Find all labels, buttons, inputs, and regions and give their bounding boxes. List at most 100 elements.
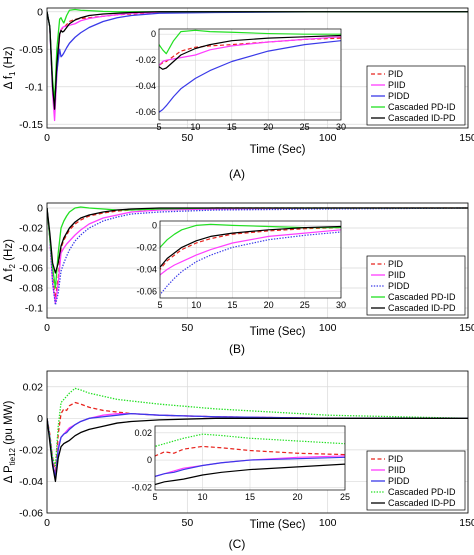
inset-series-line [160,225,341,269]
y-tick-label: -0.04 [19,476,43,488]
inset-y-tick-label: 0 [151,29,156,39]
y-axis-label: Δ Ptie12 (pu MW) [3,401,17,484]
y-tick-label: -0.06 [19,263,43,275]
y-tick-label: -0.05 [19,44,43,56]
inset-x-tick-label: 5 [157,300,162,310]
inset-y-tick-label: -0.02 [135,55,156,65]
y-axis-label: Δ f2 (Hz) [3,239,17,282]
inset-series-line [155,463,345,486]
series-line [47,417,468,483]
inset-series-line [159,36,341,67]
inset-x-tick-label: 15 [227,300,237,310]
y-axis-label-main: Δ P [3,465,15,483]
inset-x-tick-label: 25 [300,300,310,310]
series-line [47,387,468,467]
y-tick-label: 0 [37,6,43,18]
inset-series-line [159,29,341,55]
x-tick-label: 150 [459,132,474,144]
legend-entry: PIID [388,80,406,90]
inset-x-tick-label: 30 [336,122,346,132]
x-tick-label: 50 [181,322,193,334]
x-tick-label: 0 [44,322,50,334]
inset-x-tick-label: 15 [227,122,237,132]
inset-x-tick-label: 20 [292,492,302,502]
inset-x-tick-label: 10 [197,492,207,502]
x-tick-label: 0 [44,132,50,144]
x-axis-label: Time (Sec) [250,326,306,338]
inset-series-line [160,229,341,278]
inset-x-tick-label: 20 [263,122,273,132]
legend-entry: Cascaded ID-PD [388,303,456,313]
inset-x-tick-label: 10 [191,300,201,310]
y-axis-label-sub: 2 [8,263,17,268]
inset-series-line [159,34,341,70]
x-tick-label: 150 [459,517,474,529]
x-tick-label: 50 [181,132,193,144]
x-axis-label: Time (Sec) [250,519,306,531]
inset-frame [154,425,346,491]
inset-y-tick-label: 0 [152,220,157,230]
y-axis-label-sub: 1 [8,71,17,76]
inset-series-line [155,456,345,478]
inset-series-line [160,226,341,273]
inset-y-tick-label: 0 [147,455,152,465]
panel-caption: (B) [229,342,245,356]
legend-entry: Cascaded PD-ID [388,487,456,497]
inset-plot-area [159,29,341,120]
legend-entry: PID [388,259,404,269]
legend-entry: Cascaded PD-ID [388,292,456,302]
inset-y-tick-label: 0.02 [134,428,152,438]
y-tick-label: 0 [37,203,43,215]
y-tick-label: -0.02 [19,223,43,235]
y-tick-label: -0.08 [19,283,43,295]
inset-x-tick-label: 15 [245,492,255,502]
x-axis-label: Time (Sec) [250,144,306,156]
inset-y-tick-label: -0.02 [136,242,157,252]
inset-x-tick-label: 20 [264,300,274,310]
legend-entry: Cascaded ID-PD [388,113,456,123]
y-axis-label-unit: (Hz) [3,46,15,71]
x-tick-label: 150 [459,322,474,334]
inset-plot-area [160,221,341,298]
inset-y-tick-label: -0.06 [136,286,157,296]
inset-x-tick-label: 5 [156,122,161,132]
inset-series-group [160,223,341,297]
panel-caption: (A) [229,167,245,181]
axes-frame [46,370,469,514]
y-tick-label: -0.06 [19,508,43,520]
series-line [47,207,468,274]
series-group [47,387,468,483]
series-line [47,206,468,289]
legend-entry: PID [388,454,404,464]
x-tick-label: 100 [319,322,337,334]
legend-entry: Cascaded PD-ID [388,102,456,112]
legend-entry: Cascaded ID-PD [388,498,456,508]
series-group [47,8,468,122]
y-tick-label: 0.02 [23,381,44,393]
inset-series-group [159,29,341,113]
y-axis-label-unit: (Hz) [3,239,15,264]
y-axis-label-main: Δ f [3,75,15,89]
inset-x-tick-label: 25 [300,122,310,132]
axes-frame [46,7,469,129]
legend-entry: PIDD [388,281,410,291]
x-tick-label: 50 [181,517,193,529]
inset-frame [159,220,342,299]
inset-y-tick-label: -0.04 [135,81,156,91]
x-tick-label: 0 [44,517,50,529]
inset-series-group [155,433,345,486]
y-tick-label: -0.02 [19,444,43,456]
y-tick-label: -0.15 [19,119,43,131]
y-axis-label-main: Δ f [3,268,15,282]
panel-caption: (C) [229,537,246,551]
inset-chart: 5 10 15 20 25 0.02 0 -0.02 [131,425,350,502]
inset-chart: 5 10 15 20 25 30 0 -0.02 -0.04 -0.06 [135,28,346,132]
legend-entry: PIID [388,465,406,475]
legend-entry: PIDD [388,476,410,486]
legend-entry: PIDD [388,91,410,101]
